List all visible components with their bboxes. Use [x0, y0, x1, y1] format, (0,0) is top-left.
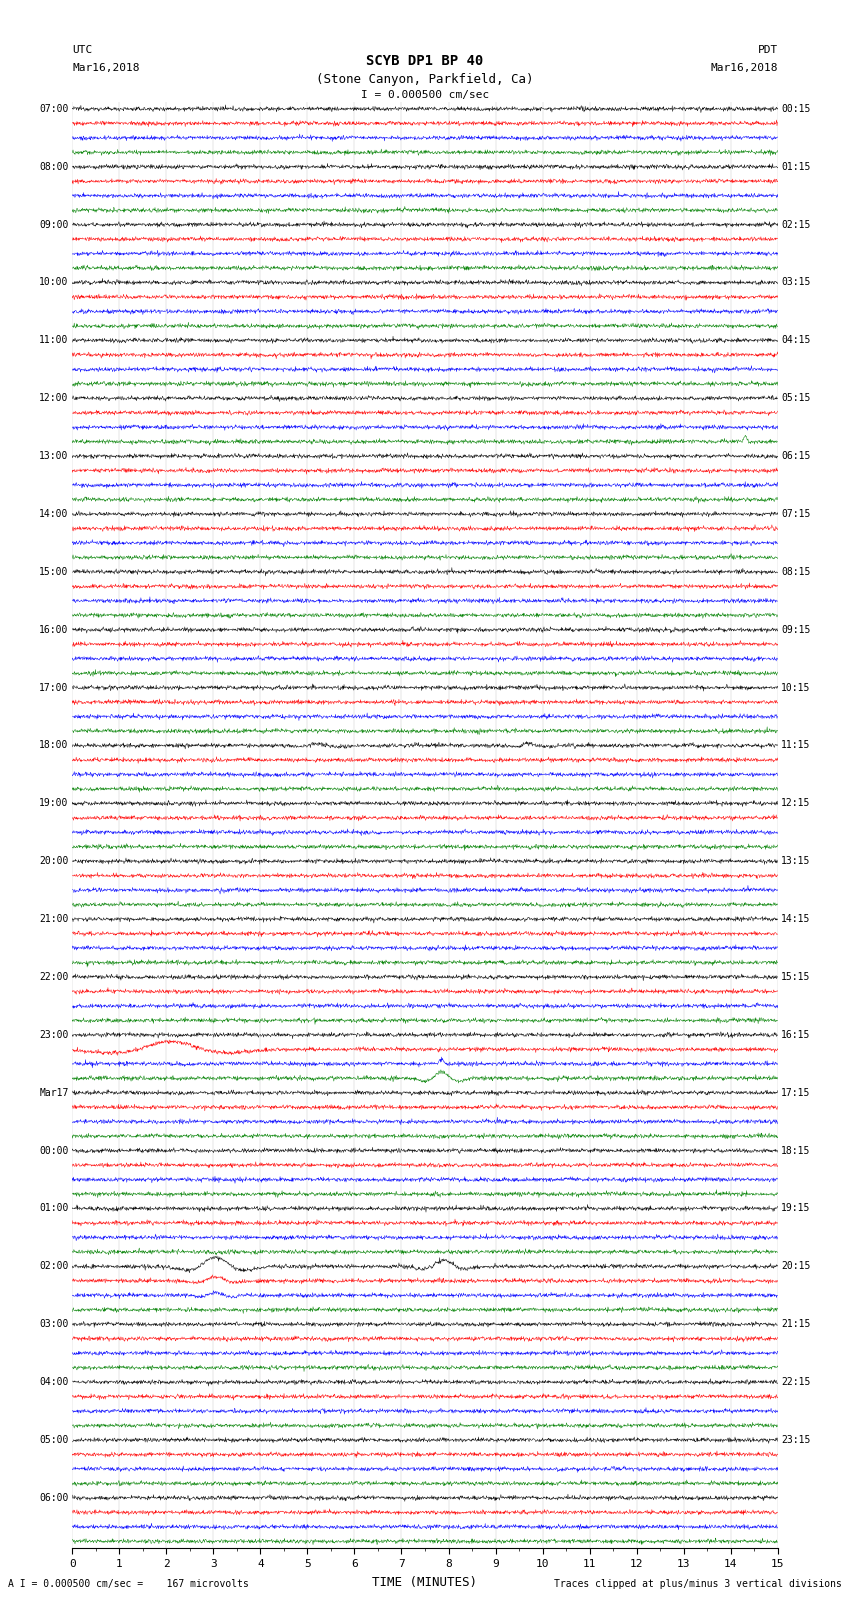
Text: Mar16,2018: Mar16,2018 — [72, 63, 139, 73]
Text: 16:15: 16:15 — [781, 1029, 811, 1040]
Text: (Stone Canyon, Parkfield, Ca): (Stone Canyon, Parkfield, Ca) — [316, 73, 534, 85]
Text: 04:15: 04:15 — [781, 336, 811, 345]
Text: 23:15: 23:15 — [781, 1436, 811, 1445]
Text: 19:15: 19:15 — [781, 1203, 811, 1213]
Text: 14:15: 14:15 — [781, 915, 811, 924]
Text: 00:15: 00:15 — [781, 103, 811, 115]
Text: Traces clipped at plus/minus 3 vertical divisions: Traces clipped at plus/minus 3 vertical … — [553, 1579, 842, 1589]
Text: 22:00: 22:00 — [39, 973, 69, 982]
Text: 15:15: 15:15 — [781, 973, 811, 982]
Text: 14:00: 14:00 — [39, 510, 69, 519]
Text: I = 0.000500 cm/sec: I = 0.000500 cm/sec — [361, 90, 489, 100]
Text: 10:15: 10:15 — [781, 682, 811, 692]
Text: 18:15: 18:15 — [781, 1145, 811, 1155]
Text: 13:15: 13:15 — [781, 857, 811, 866]
Text: 08:15: 08:15 — [781, 566, 811, 577]
Text: 20:15: 20:15 — [781, 1261, 811, 1271]
Text: 18:00: 18:00 — [39, 740, 69, 750]
Text: 16:00: 16:00 — [39, 624, 69, 636]
Text: 11:15: 11:15 — [781, 740, 811, 750]
Text: Mar16,2018: Mar16,2018 — [711, 63, 778, 73]
Text: 05:00: 05:00 — [39, 1436, 69, 1445]
Text: 10:00: 10:00 — [39, 277, 69, 287]
Text: 07:15: 07:15 — [781, 510, 811, 519]
Text: PDT: PDT — [757, 45, 778, 55]
Text: 05:15: 05:15 — [781, 394, 811, 403]
Text: SCYB DP1 BP 40: SCYB DP1 BP 40 — [366, 55, 484, 68]
Text: 21:00: 21:00 — [39, 915, 69, 924]
Text: 22:15: 22:15 — [781, 1378, 811, 1387]
Text: 01:15: 01:15 — [781, 161, 811, 171]
Text: 01:00: 01:00 — [39, 1203, 69, 1213]
Text: 09:15: 09:15 — [781, 624, 811, 636]
Text: 03:00: 03:00 — [39, 1319, 69, 1329]
Text: 19:00: 19:00 — [39, 798, 69, 808]
Text: 02:15: 02:15 — [781, 219, 811, 229]
Text: 08:00: 08:00 — [39, 161, 69, 171]
Text: 21:15: 21:15 — [781, 1319, 811, 1329]
Text: 12:15: 12:15 — [781, 798, 811, 808]
Text: 17:00: 17:00 — [39, 682, 69, 692]
Text: Mar17: Mar17 — [39, 1087, 69, 1098]
Text: 06:00: 06:00 — [39, 1494, 69, 1503]
Text: 02:00: 02:00 — [39, 1261, 69, 1271]
Text: 23:00: 23:00 — [39, 1029, 69, 1040]
Text: 15:00: 15:00 — [39, 566, 69, 577]
Text: UTC: UTC — [72, 45, 93, 55]
Text: 00:00: 00:00 — [39, 1145, 69, 1155]
Text: 07:00: 07:00 — [39, 103, 69, 115]
Text: 17:15: 17:15 — [781, 1087, 811, 1098]
Text: 06:15: 06:15 — [781, 452, 811, 461]
Text: 09:00: 09:00 — [39, 219, 69, 229]
X-axis label: TIME (MINUTES): TIME (MINUTES) — [372, 1576, 478, 1589]
Text: 04:00: 04:00 — [39, 1378, 69, 1387]
Text: 13:00: 13:00 — [39, 452, 69, 461]
Text: 20:00: 20:00 — [39, 857, 69, 866]
Text: A I = 0.000500 cm/sec =    167 microvolts: A I = 0.000500 cm/sec = 167 microvolts — [8, 1579, 249, 1589]
Text: 03:15: 03:15 — [781, 277, 811, 287]
Text: 11:00: 11:00 — [39, 336, 69, 345]
Text: 12:00: 12:00 — [39, 394, 69, 403]
